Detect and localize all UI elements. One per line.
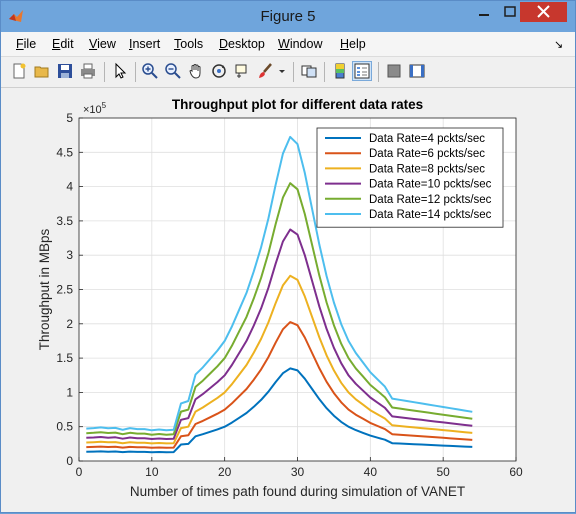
toolbar-separator bbox=[324, 62, 325, 82]
y-tick-label: 2.5 bbox=[56, 283, 73, 297]
legend-entry: Data Rate=8 pckts/sec bbox=[369, 163, 485, 175]
menu-tools[interactable]: Tools bbox=[174, 37, 204, 51]
zoom-out-icon[interactable] bbox=[164, 62, 182, 80]
toolbar-separator bbox=[378, 62, 379, 82]
x-tick-label: 20 bbox=[218, 465, 232, 479]
y-tick-label: 5 bbox=[66, 111, 73, 125]
print-icon[interactable] bbox=[79, 62, 97, 80]
throughput-chart: 0 10 20 30 40 50 60 0 0.5 1 1.5 2 2.5 3 3.5 4 4.5 5 Throu… bbox=[5, 88, 571, 509]
close-button[interactable] bbox=[520, 2, 567, 22]
y-tick-label: 4 bbox=[66, 180, 73, 194]
legend-entry: Data Rate=14 pckts/sec bbox=[369, 209, 492, 221]
figure-toolbar bbox=[1, 56, 575, 88]
y-tick-label: 2 bbox=[66, 317, 73, 331]
insert-colorbar-icon[interactable] bbox=[331, 62, 349, 80]
menu-file[interactable]: File bbox=[16, 37, 37, 51]
brush-dropdown-icon[interactable] bbox=[277, 62, 287, 80]
x-tick-label: 50 bbox=[436, 465, 450, 479]
data-cursor-icon[interactable] bbox=[233, 62, 251, 80]
menu-insert[interactable]: Insert bbox=[129, 37, 161, 51]
minimize-button[interactable] bbox=[471, 2, 497, 22]
link-plot-icon[interactable] bbox=[300, 62, 318, 80]
series-line-1 bbox=[86, 367, 473, 454]
x-tick-label: 40 bbox=[364, 465, 378, 479]
chart-title: Throughput plot for different data rates bbox=[172, 97, 423, 112]
menu-window[interactable]: Window bbox=[278, 37, 323, 51]
legend-entry: Data Rate=4 pckts/sec bbox=[369, 133, 485, 145]
legend[interactable]: Data Rate=4 pckts/sec Data Rate=6 pckts/s… bbox=[316, 127, 504, 228]
zoom-in-icon[interactable] bbox=[141, 62, 159, 80]
rotate-3d-icon[interactable] bbox=[210, 62, 228, 80]
x-axis-label: Number of times path found during simula… bbox=[130, 484, 465, 499]
y-tick-label: 3 bbox=[66, 248, 73, 262]
y-tick-label: 1.5 bbox=[56, 351, 73, 365]
maximize-button[interactable] bbox=[497, 2, 523, 22]
show-plot-tools-icon[interactable] bbox=[408, 62, 426, 80]
pointer-icon[interactable] bbox=[111, 62, 129, 80]
series-line-6 bbox=[86, 135, 473, 432]
save-icon[interactable] bbox=[56, 62, 74, 80]
insert-legend-icon[interactable] bbox=[352, 61, 372, 81]
hide-plot-tools-icon[interactable] bbox=[385, 62, 403, 80]
y-tick-label: 1 bbox=[66, 385, 73, 399]
menu-view[interactable]: View bbox=[89, 37, 116, 51]
series-line-5 bbox=[86, 182, 473, 436]
y-tick-label: 4.5 bbox=[56, 145, 73, 159]
menu-bar: File Edit View Insert Tools Desktop Wind… bbox=[1, 32, 575, 56]
y-axis-exponent: ×105 bbox=[83, 101, 107, 116]
x-tick-label: 30 bbox=[291, 465, 305, 479]
matlab-icon bbox=[9, 10, 23, 22]
axis-ticks: 0 10 20 30 40 50 60 0 0.5 1 1.5 2 2.5 3 3.5 4 4.5 5 bbox=[56, 111, 523, 479]
series-lines bbox=[86, 135, 473, 454]
menu-edit[interactable]: Edit bbox=[52, 37, 74, 51]
legend-box bbox=[316, 127, 504, 228]
legend-entry: Data Rate=12 pckts/sec bbox=[369, 194, 492, 206]
x-tick-label: 10 bbox=[145, 465, 159, 479]
legend-entry: Data Rate=10 pckts/sec bbox=[369, 179, 492, 191]
new-figure-icon[interactable] bbox=[10, 62, 28, 80]
x-tick-label: 60 bbox=[509, 465, 523, 479]
figure-canvas: 0 10 20 30 40 50 60 0 0.5 1 1.5 2 2.5 3 3.5 4 4.5 5 Throu… bbox=[5, 88, 571, 509]
series-line-3 bbox=[86, 274, 473, 445]
menu-help[interactable]: Help bbox=[340, 37, 366, 51]
x-tick-label: 0 bbox=[76, 465, 83, 479]
toolbar-separator bbox=[293, 62, 294, 82]
series-line-4 bbox=[86, 228, 473, 440]
title-bar[interactable]: Figure 5 bbox=[1, 1, 575, 32]
brush-icon[interactable] bbox=[256, 62, 274, 80]
pan-icon[interactable] bbox=[187, 62, 205, 80]
toolbar-separator bbox=[135, 62, 136, 82]
y-axis-label: Throughput in MBps bbox=[37, 228, 52, 350]
y-tick-label: 0 bbox=[66, 454, 73, 468]
y-tick-label: 0.5 bbox=[56, 420, 73, 434]
menu-desktop[interactable]: Desktop bbox=[219, 37, 265, 51]
toolbar-separator bbox=[104, 62, 105, 82]
legend-entry: Data Rate=6 pckts/sec bbox=[369, 148, 485, 160]
dock-arrow-icon[interactable]: ↘ bbox=[554, 39, 564, 51]
y-tick-label: 3.5 bbox=[56, 214, 73, 228]
series-line-2 bbox=[86, 321, 473, 449]
window-title: Figure 5 bbox=[260, 8, 316, 25]
open-file-icon[interactable] bbox=[33, 62, 51, 80]
